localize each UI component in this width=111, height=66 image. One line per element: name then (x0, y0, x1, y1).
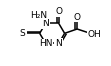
Text: N: N (55, 39, 62, 48)
Text: O: O (74, 13, 81, 22)
Text: HN: HN (39, 39, 53, 48)
Text: S: S (20, 29, 25, 38)
Text: O: O (55, 7, 62, 16)
Text: H₂N: H₂N (30, 11, 47, 20)
Text: OH: OH (87, 30, 101, 39)
Text: N: N (42, 19, 49, 28)
